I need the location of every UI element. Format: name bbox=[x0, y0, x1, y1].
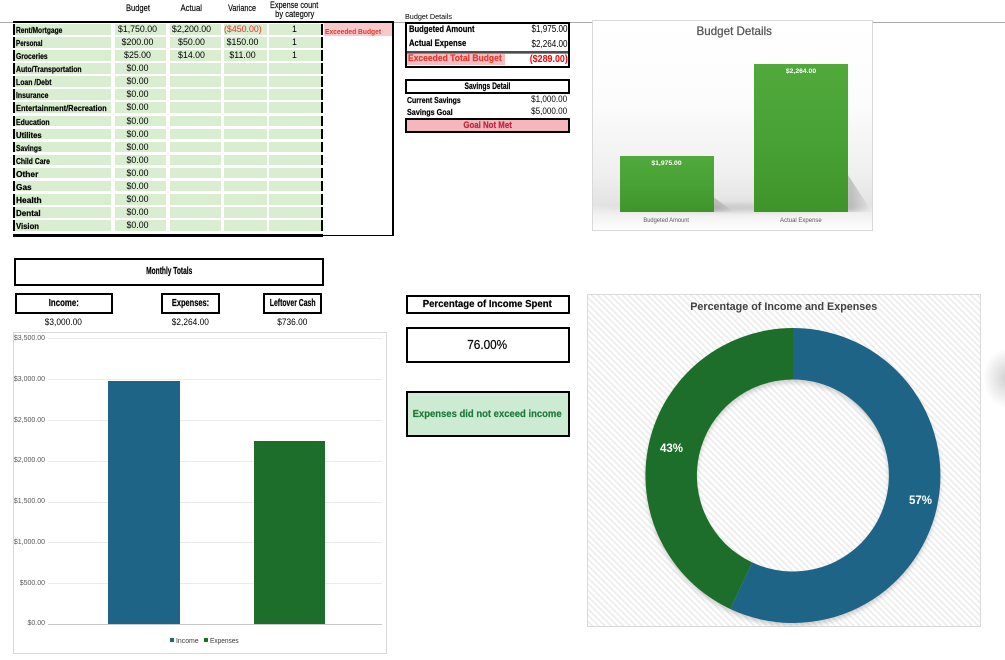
svg-text:57%: 57% bbox=[909, 495, 932, 507]
svg-text:43%: 43% bbox=[660, 443, 683, 455]
